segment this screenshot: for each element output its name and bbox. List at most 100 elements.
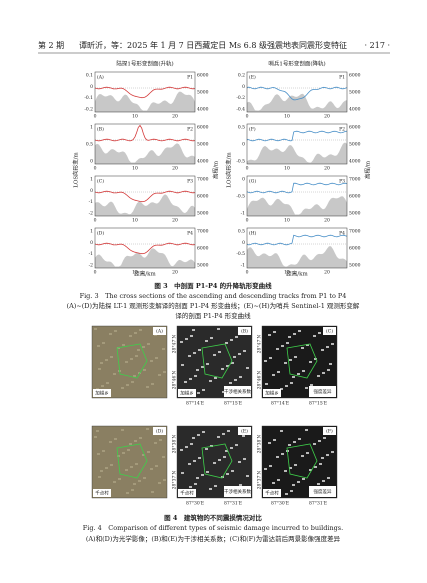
- profile-label: P3: [187, 179, 193, 185]
- texture: [230, 447, 233, 449]
- texture: [280, 388, 283, 390]
- texture: [289, 467, 292, 469]
- figure-caption-en: Fig. 3 The cross sections of the ascendi…: [80, 292, 347, 300]
- texture: [131, 381, 134, 383]
- texture: [125, 361, 128, 363]
- texture: [221, 368, 224, 370]
- texture: [135, 463, 138, 465]
- y-tick-label: -0.1: [84, 95, 93, 101]
- lon-label: 87°30′E: [271, 501, 289, 507]
- place-label: 加错乡: [180, 390, 194, 397]
- profile-label: P2: [187, 127, 193, 133]
- lon-label: 87°31′E: [309, 501, 327, 507]
- label-box: [238, 427, 251, 435]
- y-tick-label: 0: [90, 240, 93, 246]
- texture: [329, 363, 332, 365]
- x-tick-label: 20: [172, 114, 178, 120]
- legend-text: 干涉相关系数: [224, 488, 251, 495]
- texture: [194, 483, 197, 485]
- texture: [242, 435, 245, 437]
- panel-frame: [246, 227, 348, 269]
- texture: [163, 479, 166, 481]
- x-tick-label: 20: [172, 270, 178, 276]
- y-tick-label: 0: [242, 240, 245, 246]
- y-tick-label: -0.5: [236, 194, 245, 200]
- texture: [180, 449, 183, 451]
- texture: [230, 339, 233, 341]
- texture: [327, 369, 330, 371]
- y2-tick-label: 6000: [197, 125, 209, 131]
- panel-label: (E): [249, 74, 256, 81]
- x-tick-label: 20: [172, 218, 178, 224]
- panel-label: (F): [249, 126, 256, 133]
- texture: [293, 441, 296, 443]
- texture: [150, 360, 153, 362]
- panel-label: (E): [241, 428, 248, 435]
- profile-label: P4: [187, 231, 193, 237]
- texture: [143, 369, 146, 371]
- texture: [269, 465, 272, 467]
- y-tick-label: -0.2: [84, 107, 93, 113]
- texture: [139, 437, 142, 439]
- texture: [133, 483, 136, 485]
- x-axis-label: 距离/km: [286, 270, 308, 278]
- texture: [301, 347, 304, 349]
- deformation-curve: [94, 124, 196, 142]
- texture: [222, 391, 225, 393]
- texture: [181, 472, 184, 474]
- texture: [185, 338, 188, 340]
- texture: [294, 464, 297, 466]
- texture: [214, 485, 217, 487]
- texture: [273, 331, 276, 333]
- x-tick-label: 0: [246, 114, 249, 120]
- texture: [114, 438, 117, 440]
- legend-text: 干涉相关系数: [224, 388, 251, 395]
- texture: [318, 440, 321, 442]
- texture: [190, 335, 193, 337]
- texture: [142, 454, 145, 456]
- profile-label: P1: [339, 75, 345, 81]
- texture: [185, 446, 188, 448]
- texture: [294, 356, 297, 358]
- texture: [131, 489, 134, 491]
- texture: [102, 342, 105, 344]
- texture: [314, 358, 317, 360]
- texture: [231, 362, 234, 364]
- texture: [239, 376, 242, 378]
- texture: [125, 469, 128, 471]
- texture: [100, 470, 103, 472]
- texture: [277, 479, 280, 481]
- texture: [218, 459, 221, 461]
- texture: [326, 346, 329, 348]
- y2-tick-label: 5000: [197, 263, 209, 269]
- column-title: 陆探1号形变剖面(升轨): [116, 60, 173, 68]
- texture: [306, 452, 309, 454]
- y-tick-label: -0.4: [236, 107, 245, 113]
- x-tick-label: 0: [94, 270, 97, 276]
- texture: [97, 453, 100, 455]
- panel-frame: [246, 71, 348, 113]
- texture: [234, 379, 237, 381]
- texture: [201, 474, 204, 476]
- figure-caption: 图 4 建筑物的不同震损情况对比: [164, 513, 262, 522]
- panel-label: (C): [326, 328, 333, 335]
- figure-note: (A)~(D)为陆探 LT-1 观测形变解译的剖面 P1-P4 形变曲线；(E)…: [67, 301, 360, 310]
- texture: [318, 332, 321, 334]
- deformation-curve: [246, 86, 348, 101]
- panel-label: (F): [326, 428, 333, 435]
- texture: [138, 480, 141, 482]
- place-box: [93, 489, 111, 497]
- panel-label: (C): [97, 178, 104, 185]
- texture: [134, 440, 137, 442]
- lat-label: 28°46′N: [172, 371, 178, 390]
- texture: [284, 470, 287, 472]
- panel-frame: [94, 227, 196, 269]
- texture: [302, 478, 305, 480]
- y2-tick-label: 5000: [197, 142, 209, 148]
- y2-tick-label: 5000: [349, 211, 361, 217]
- texture: [198, 349, 201, 351]
- place-label: 加错乡: [95, 390, 109, 397]
- texture: [288, 336, 291, 338]
- page-number: · 217 ·: [365, 41, 390, 50]
